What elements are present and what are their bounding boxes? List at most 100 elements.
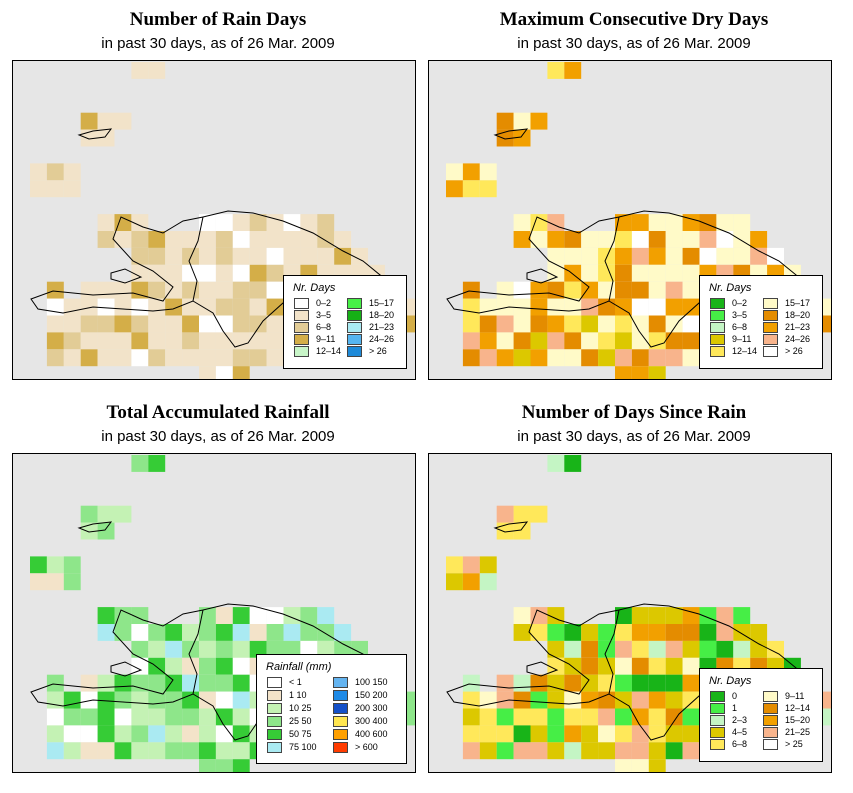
map-cell xyxy=(232,742,250,760)
map-cell xyxy=(547,742,565,760)
map-cell xyxy=(631,298,649,316)
map-cell xyxy=(615,640,632,658)
map-cell xyxy=(63,742,81,760)
map-cell xyxy=(682,231,700,248)
gonave-island-outline xyxy=(110,661,143,677)
map-cell xyxy=(446,556,463,574)
map-cell xyxy=(182,624,199,641)
map-cell xyxy=(598,624,615,641)
map-cell xyxy=(631,691,649,709)
map-cell xyxy=(581,298,599,316)
map-cell xyxy=(232,725,250,743)
map-cell xyxy=(547,349,565,367)
map-cell xyxy=(131,624,149,641)
map-cell xyxy=(581,247,599,265)
map-cell xyxy=(682,315,700,333)
tortuga-island-outline xyxy=(493,128,529,140)
legend-swatch xyxy=(710,346,725,357)
map-cell xyxy=(232,624,250,641)
map-cell xyxy=(631,349,649,367)
map-cell xyxy=(266,298,284,316)
map-cell xyxy=(97,691,115,709)
map-cell xyxy=(317,624,335,641)
map-cell xyxy=(682,332,700,350)
legend-swatch xyxy=(710,310,725,321)
map-cell xyxy=(334,640,352,658)
map-cell xyxy=(232,708,250,726)
map-cell xyxy=(564,725,582,743)
map-cell xyxy=(215,247,233,265)
map-cell xyxy=(114,674,132,692)
map-cell xyxy=(46,332,64,350)
map-cell xyxy=(631,281,649,299)
legend-label: 12–14 xyxy=(316,346,342,356)
map-cell xyxy=(496,298,514,316)
map-cell xyxy=(131,298,149,316)
map-cell xyxy=(80,281,98,299)
map-cell xyxy=(631,624,649,641)
legend-swatch xyxy=(710,703,725,714)
map-cell xyxy=(648,315,666,333)
map-cell xyxy=(479,742,497,760)
map-cell xyxy=(215,607,233,624)
map-cell xyxy=(249,349,267,367)
map-cell xyxy=(80,691,98,709)
legend-swatch xyxy=(333,677,348,688)
map-cell xyxy=(199,231,216,248)
map-cell xyxy=(446,573,463,591)
map-cell xyxy=(165,691,183,709)
map-cell xyxy=(682,640,700,658)
map-cell xyxy=(648,247,666,265)
legend-label: > 600 xyxy=(355,742,378,752)
map-cell xyxy=(615,264,632,282)
map-cell xyxy=(513,522,531,540)
map-cell xyxy=(300,247,318,265)
map-cell xyxy=(581,691,599,709)
map-cell xyxy=(530,691,548,709)
map-cell xyxy=(598,315,615,333)
legend-swatch xyxy=(333,690,348,701)
map-cell xyxy=(283,624,301,641)
map-cell xyxy=(581,332,599,350)
legend-label: 3–5 xyxy=(732,310,748,320)
map-cell xyxy=(97,349,115,367)
map-cell xyxy=(716,247,734,265)
map-cell xyxy=(513,231,531,248)
map-cell xyxy=(648,264,666,282)
legend-swatch xyxy=(710,322,725,333)
map-cell xyxy=(462,725,480,743)
map-cell xyxy=(283,231,301,248)
map-cell xyxy=(615,624,632,641)
map-cell xyxy=(63,573,81,591)
map-cell xyxy=(547,214,565,231)
map-cell xyxy=(114,281,132,299)
legend: Nr. Days 0–2 3–5 6–8 9–11 12–14 15–17 18… xyxy=(283,275,407,369)
map-cell xyxy=(564,455,582,472)
map-cell xyxy=(564,332,582,350)
map-cell xyxy=(249,607,267,624)
map-cell xyxy=(148,315,166,333)
map-cell xyxy=(462,281,480,299)
map-cell xyxy=(114,691,132,709)
map-cell xyxy=(513,332,531,350)
map-cell xyxy=(148,742,166,760)
map-cell xyxy=(182,231,199,248)
map-cell xyxy=(215,725,233,743)
map-cell xyxy=(215,298,233,316)
map-cell xyxy=(750,624,768,641)
legend-swatch xyxy=(710,334,725,345)
map-cell xyxy=(513,674,531,692)
map-cell xyxy=(266,214,284,231)
legend-swatch xyxy=(763,310,778,321)
legend-label: < 1 xyxy=(289,677,302,687)
map-cell xyxy=(46,708,64,726)
map-cell xyxy=(165,657,183,675)
map-cell xyxy=(665,708,683,726)
map-cell xyxy=(97,298,115,316)
map-cell xyxy=(496,315,514,333)
legend-label: 3–5 xyxy=(316,310,332,320)
map-cell xyxy=(665,624,683,641)
map-cell xyxy=(513,624,531,641)
map-cell xyxy=(615,657,632,675)
map-cell xyxy=(30,180,47,198)
